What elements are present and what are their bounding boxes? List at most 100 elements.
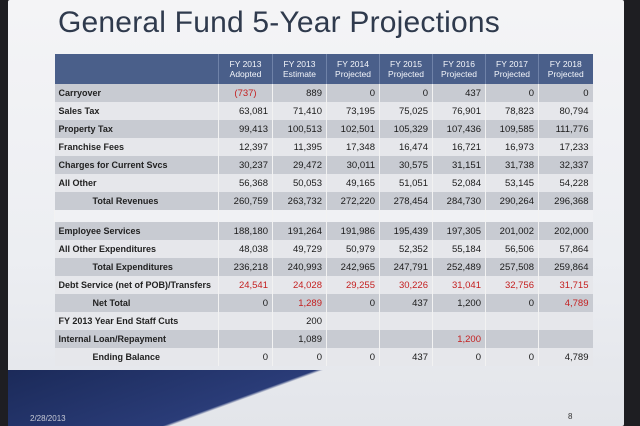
table-cell: 53,145	[485, 174, 539, 192]
table-row: Carryover (737) 889 0 0 437 0 0	[54, 84, 593, 102]
table-row: Internal Loan/Repayment 1,089 1,200	[54, 330, 593, 348]
row-label: All Other Expenditures	[54, 240, 219, 258]
table-cell: 1,200	[432, 294, 486, 312]
column-header: FY 2013 Estimate	[272, 54, 327, 84]
table-cell: 0	[218, 294, 273, 312]
table-cell: 0	[432, 348, 486, 366]
table-row: Ending Balance 0 0 0 437 0 0 4,789	[54, 348, 593, 366]
table-row: Employee Services 188,180 191,264 191,986 19…	[54, 222, 593, 240]
table-cell: 78,823	[485, 102, 539, 120]
table-cell: 0	[485, 348, 539, 366]
table-cell: 202,000	[538, 222, 593, 240]
table-cell: 0	[326, 294, 380, 312]
row-label: Charges for Current Svcs	[54, 156, 219, 174]
table-cell: 32,337	[538, 156, 593, 174]
column-year: FY 2015	[390, 59, 422, 69]
gap-cell	[272, 210, 327, 222]
table-cell: 54,228	[538, 174, 593, 192]
column-year: FY 2013	[229, 59, 262, 69]
table-cell: 24,541	[218, 276, 273, 294]
column-year: FY 2016	[443, 59, 475, 69]
table-row: All Other Expenditures 48,038 49,729 50,979…	[54, 240, 593, 258]
column-year: FY 2013	[283, 59, 316, 69]
table-cell: 31,715	[538, 276, 593, 294]
table-cell: 102,501	[326, 120, 380, 138]
table-cell: 191,264	[272, 222, 327, 240]
table-cell: 889	[272, 84, 327, 102]
column-header: FY 2016 Projected	[432, 54, 486, 84]
table-row: All Other 56,368 50,053 49,165 51,051 52,084 5…	[54, 174, 593, 192]
table-cell: 437	[379, 294, 433, 312]
table-cell: 272,220	[326, 192, 380, 210]
table-cell: 73,195	[326, 102, 380, 120]
gap-cell	[218, 210, 273, 222]
column-header: FY 2015 Projected	[379, 54, 433, 84]
table-cell: 56,368	[218, 174, 273, 192]
column-header: FY 2017 Projected	[485, 54, 539, 84]
table-cell: 49,165	[326, 174, 380, 192]
table-cell: 17,233	[538, 138, 593, 156]
column-header: FY 2018 Projected	[538, 54, 593, 84]
table-cell	[379, 312, 433, 330]
table-cell: 263,732	[272, 192, 327, 210]
row-label: Sales Tax	[54, 102, 219, 120]
table-cell: 437	[379, 348, 433, 366]
table-row: Total Expenditures 236,218 240,993 242,965 2…	[54, 258, 593, 276]
table-cell: 100,513	[272, 120, 327, 138]
gap-cell	[379, 210, 433, 222]
column-type: Projected	[547, 69, 584, 79]
table-cell	[326, 330, 380, 348]
table-cell: 30,575	[379, 156, 433, 174]
column-year: FY 2018	[549, 59, 582, 69]
table-cell: 63,081	[218, 102, 273, 120]
table-cell: 12,397	[218, 138, 273, 156]
column-header: FY 2013 Adopted	[218, 54, 273, 84]
table-cell: 188,180	[218, 222, 273, 240]
table-row: Debt Service (net of POB)/Transfers 24,54…	[54, 276, 593, 294]
table-cell: 16,721	[432, 138, 486, 156]
table-cell: 259,864	[538, 258, 593, 276]
column-header: FY 2014 Projected	[326, 54, 380, 84]
table-cell: 31,151	[432, 156, 486, 174]
table-row: Charges for Current Svcs 30,237 29,472 30,0…	[54, 156, 593, 174]
table-cell: 30,237	[218, 156, 273, 174]
row-label: Ending Balance	[54, 348, 219, 366]
column-type: Projected	[335, 69, 371, 79]
table-cell: 0	[326, 84, 380, 102]
column-type: Projected	[494, 69, 530, 79]
table-cell: 296,368	[538, 192, 593, 210]
table-cell: 109,585	[485, 120, 539, 138]
table-cell: 1,089	[272, 330, 327, 348]
table-cell: 111,776	[538, 120, 593, 138]
table-cell: 48,038	[218, 240, 273, 258]
table-cell	[326, 312, 380, 330]
table-cell: 0	[218, 348, 273, 366]
table-cell: 16,474	[379, 138, 433, 156]
table-cell: 236,218	[218, 258, 273, 276]
column-type: Estimate	[282, 69, 317, 79]
table-cell: 51,051	[379, 174, 433, 192]
table-cell: 201,002	[485, 222, 539, 240]
table-cell	[379, 330, 433, 348]
table-cell: 17,348	[326, 138, 380, 156]
table-cell: 50,053	[272, 174, 327, 192]
table-cell: 29,255	[326, 276, 380, 294]
slide: General Fund 5-Year Projections FY 2013 A…	[8, 0, 624, 426]
table-cell: 57,864	[538, 240, 593, 258]
table-cell: 75,025	[379, 102, 433, 120]
table-cell: 1,200	[432, 330, 486, 348]
table-cell: 257,508	[485, 258, 539, 276]
table-cell: 52,352	[379, 240, 433, 258]
table-cell: 240,993	[272, 258, 327, 276]
footer-date: 2/28/2013	[30, 414, 66, 423]
table-cell: 290,264	[485, 192, 539, 210]
table-cell: 4,789	[538, 348, 593, 366]
table-cell: 242,965	[326, 258, 380, 276]
table-cell	[218, 312, 273, 330]
table-cell: 4,789	[538, 294, 593, 312]
table-cell: 197,305	[432, 222, 486, 240]
gap-cell	[538, 210, 593, 222]
table-row: Franchise Fees 12,397 11,395 17,348 16,474 16…	[54, 138, 593, 156]
table-cell: 260,759	[218, 192, 273, 210]
row-label: Employee Services	[54, 222, 219, 240]
